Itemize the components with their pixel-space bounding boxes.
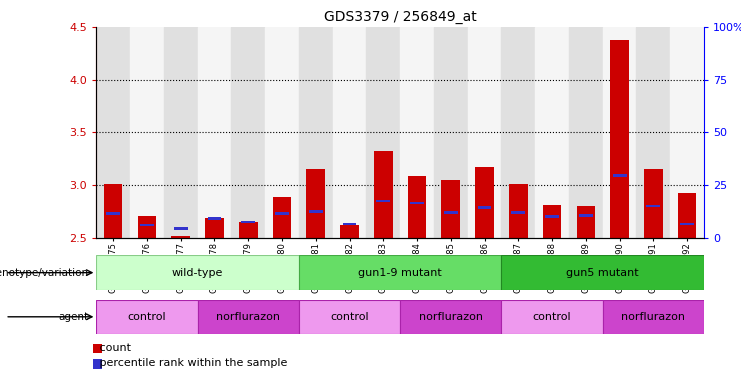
Bar: [442, 180, 460, 238]
Bar: [502, 255, 704, 290]
Bar: [299, 27, 333, 238]
Bar: [307, 169, 325, 238]
Text: control: control: [127, 312, 166, 322]
Bar: [644, 169, 662, 238]
Text: agent: agent: [59, 312, 89, 322]
Bar: [408, 176, 426, 238]
Bar: [569, 27, 602, 238]
Bar: [309, 210, 323, 213]
Bar: [96, 300, 198, 334]
Bar: [646, 205, 660, 207]
Text: control: control: [533, 312, 571, 322]
Bar: [275, 212, 289, 215]
Bar: [104, 184, 122, 238]
Bar: [96, 27, 130, 238]
Bar: [299, 255, 502, 290]
Bar: [678, 193, 697, 238]
Bar: [273, 197, 291, 238]
Bar: [468, 27, 502, 238]
Bar: [410, 202, 424, 204]
Bar: [400, 300, 502, 334]
Bar: [434, 27, 468, 238]
Bar: [374, 152, 393, 238]
Bar: [231, 27, 265, 238]
Bar: [613, 174, 627, 177]
Bar: [198, 27, 231, 238]
Text: genotype/variation: genotype/variation: [0, 268, 89, 278]
Bar: [670, 27, 704, 238]
Bar: [475, 167, 494, 238]
Bar: [602, 300, 704, 334]
Bar: [106, 212, 120, 215]
Bar: [333, 27, 366, 238]
Bar: [576, 207, 595, 238]
Bar: [376, 200, 391, 202]
Bar: [340, 225, 359, 238]
Bar: [299, 300, 400, 334]
Text: norflurazon: norflurazon: [216, 312, 280, 322]
Bar: [511, 211, 525, 214]
Text: gun1-9 mutant: gun1-9 mutant: [358, 268, 442, 278]
Bar: [509, 184, 528, 238]
Bar: [400, 27, 434, 238]
Bar: [366, 27, 400, 238]
Bar: [140, 224, 154, 227]
Bar: [545, 215, 559, 218]
Bar: [611, 40, 629, 238]
Bar: [207, 217, 222, 220]
Bar: [138, 216, 156, 238]
Bar: [171, 236, 190, 238]
Bar: [205, 218, 224, 238]
Bar: [198, 300, 299, 334]
Bar: [579, 214, 593, 217]
Bar: [444, 211, 458, 214]
Text: wild-type: wild-type: [172, 268, 223, 278]
Bar: [96, 255, 299, 290]
Bar: [173, 227, 187, 230]
Text: percentile rank within the sample: percentile rank within the sample: [96, 358, 288, 368]
Text: norflurazon: norflurazon: [621, 312, 685, 322]
Bar: [164, 27, 198, 238]
Bar: [502, 27, 535, 238]
Text: gun5 mutant: gun5 mutant: [566, 268, 639, 278]
Text: norflurazon: norflurazon: [419, 312, 483, 322]
Text: count: count: [96, 343, 131, 353]
Bar: [130, 27, 164, 238]
Bar: [342, 223, 356, 225]
Bar: [542, 205, 562, 238]
Bar: [637, 27, 670, 238]
Bar: [602, 27, 637, 238]
Text: control: control: [330, 312, 369, 322]
Bar: [680, 223, 694, 225]
Bar: [477, 206, 491, 209]
Bar: [535, 27, 569, 238]
Bar: [265, 27, 299, 238]
Title: GDS3379 / 256849_at: GDS3379 / 256849_at: [324, 10, 476, 25]
Bar: [239, 222, 258, 238]
Bar: [242, 221, 255, 223]
Bar: [502, 300, 602, 334]
